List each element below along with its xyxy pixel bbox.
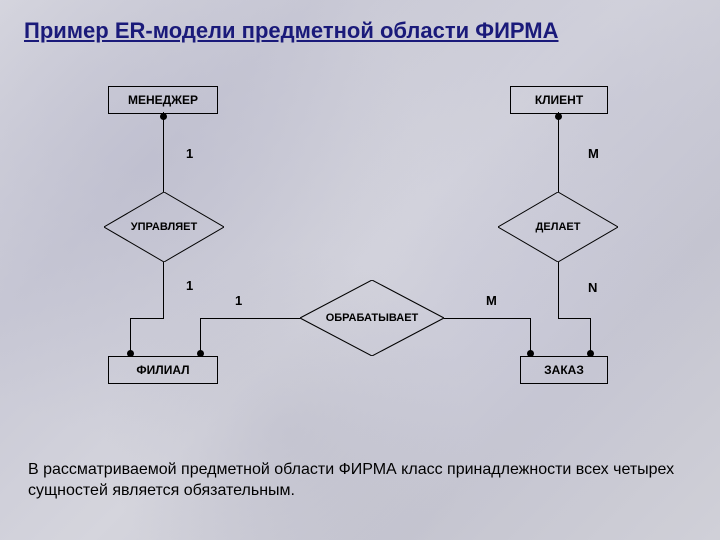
edge-line <box>558 112 559 192</box>
relationship-manages-label: УПРАВЛЯЕТ <box>104 221 224 233</box>
relationship-makes: ДЕЛАЕТ <box>498 192 618 262</box>
edge-line <box>130 318 164 319</box>
cardinality-label: M <box>588 146 599 161</box>
entity-client-label: КЛИЕНТ <box>535 93 583 107</box>
edge-dot <box>587 350 594 357</box>
edge-dot <box>197 350 204 357</box>
edge-line <box>200 318 300 319</box>
page-title: Пример ER-модели предметной области ФИРМ… <box>24 18 558 44</box>
entity-manager: МЕНЕДЖЕР <box>108 86 218 114</box>
edge-dot <box>127 350 134 357</box>
cardinality-label: M <box>486 293 497 308</box>
cardinality-label: 1 <box>186 146 193 161</box>
relationship-manages: УПРАВЛЯЕТ <box>104 192 224 262</box>
cardinality-label: 1 <box>235 293 242 308</box>
cardinality-label: N <box>588 280 597 295</box>
relationship-processes-label: ОБРАБАТЫВАЕТ <box>300 312 444 324</box>
entity-client: КЛИЕНТ <box>510 86 608 114</box>
edge-dot <box>160 113 167 120</box>
edge-line <box>444 318 530 319</box>
cardinality-label: 1 <box>186 278 193 293</box>
edge-line <box>163 262 164 318</box>
entity-manager-label: МЕНЕДЖЕР <box>128 93 198 107</box>
relationship-processes: ОБРАБАТЫВАЕТ <box>300 280 444 356</box>
entity-order-label: ЗАКАЗ <box>544 363 584 377</box>
entity-branch-label: ФИЛИАЛ <box>136 363 189 377</box>
entity-branch: ФИЛИАЛ <box>108 356 218 384</box>
edge-line <box>163 112 164 192</box>
edge-dot <box>527 350 534 357</box>
relationship-makes-label: ДЕЛАЕТ <box>498 221 618 233</box>
edge-dot <box>555 113 562 120</box>
edge-line <box>558 262 559 318</box>
footer-text: В рассматриваемой предметной области ФИР… <box>28 460 692 502</box>
edge-line <box>558 318 590 319</box>
entity-order: ЗАКАЗ <box>520 356 608 384</box>
